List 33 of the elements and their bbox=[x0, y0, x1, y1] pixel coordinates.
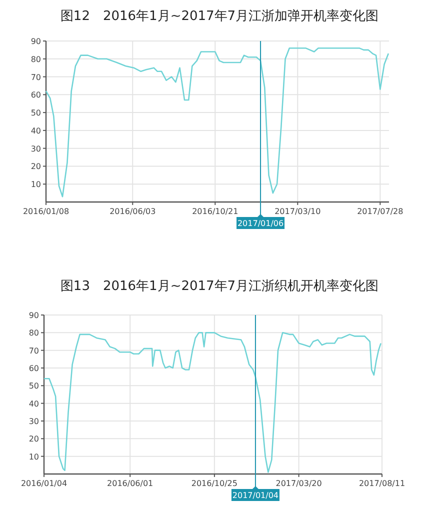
y-tick-label: 90 bbox=[28, 311, 39, 320]
x-tick-label: 2017/08/11 bbox=[358, 479, 406, 488]
y-tick-label: 70 bbox=[30, 72, 41, 82]
y-tick-label: 30 bbox=[30, 144, 41, 154]
ref-line-label: 2017/01/06 bbox=[237, 219, 284, 228]
y-tick-label: 90 bbox=[30, 37, 41, 46]
y-tick-label: 80 bbox=[28, 328, 39, 338]
line-series bbox=[45, 48, 390, 198]
x-tick-label: 2016/10/21 bbox=[192, 207, 238, 216]
x-tick-label: 2017/07/28 bbox=[357, 207, 404, 216]
y-tick-label: 50 bbox=[30, 108, 41, 118]
y-tick-label: 10 bbox=[28, 452, 39, 462]
y-tick-label: 60 bbox=[30, 90, 41, 100]
y-tick-label: 50 bbox=[28, 382, 39, 391]
y-tick-label: 30 bbox=[28, 417, 39, 426]
x-tick-label: 2016/01/04 bbox=[20, 479, 68, 488]
y-tick-label: 80 bbox=[30, 54, 41, 64]
y-tick-label: 20 bbox=[30, 162, 41, 172]
x-tick-label: 2016/01/08 bbox=[22, 207, 70, 216]
x-tick-label: 2016/10/25 bbox=[191, 479, 238, 488]
ref-line-label: 2017/01/04 bbox=[232, 491, 279, 500]
y-tick-label: 60 bbox=[28, 364, 39, 373]
x-tick-label: 2016/06/01 bbox=[107, 479, 154, 488]
x-tick-label: 2017/03/20 bbox=[276, 479, 322, 488]
y-tick-label: 40 bbox=[28, 399, 39, 408]
y-tick-label: 10 bbox=[30, 180, 41, 190]
x-tick-label: 2016/06/03 bbox=[110, 207, 156, 216]
x-tick-label: 2017/03/10 bbox=[274, 207, 321, 216]
chart-title: 图12 2016年1月~2017年7月江浙加弹开机率变化图 bbox=[60, 8, 379, 24]
y-tick-label: 40 bbox=[30, 126, 41, 136]
y-tick-label: 70 bbox=[28, 346, 39, 356]
y-tick-label: 20 bbox=[28, 434, 39, 444]
chart-title: 图13 2016年1月~2017年7月江浙织机开机率变化图 bbox=[60, 278, 379, 294]
